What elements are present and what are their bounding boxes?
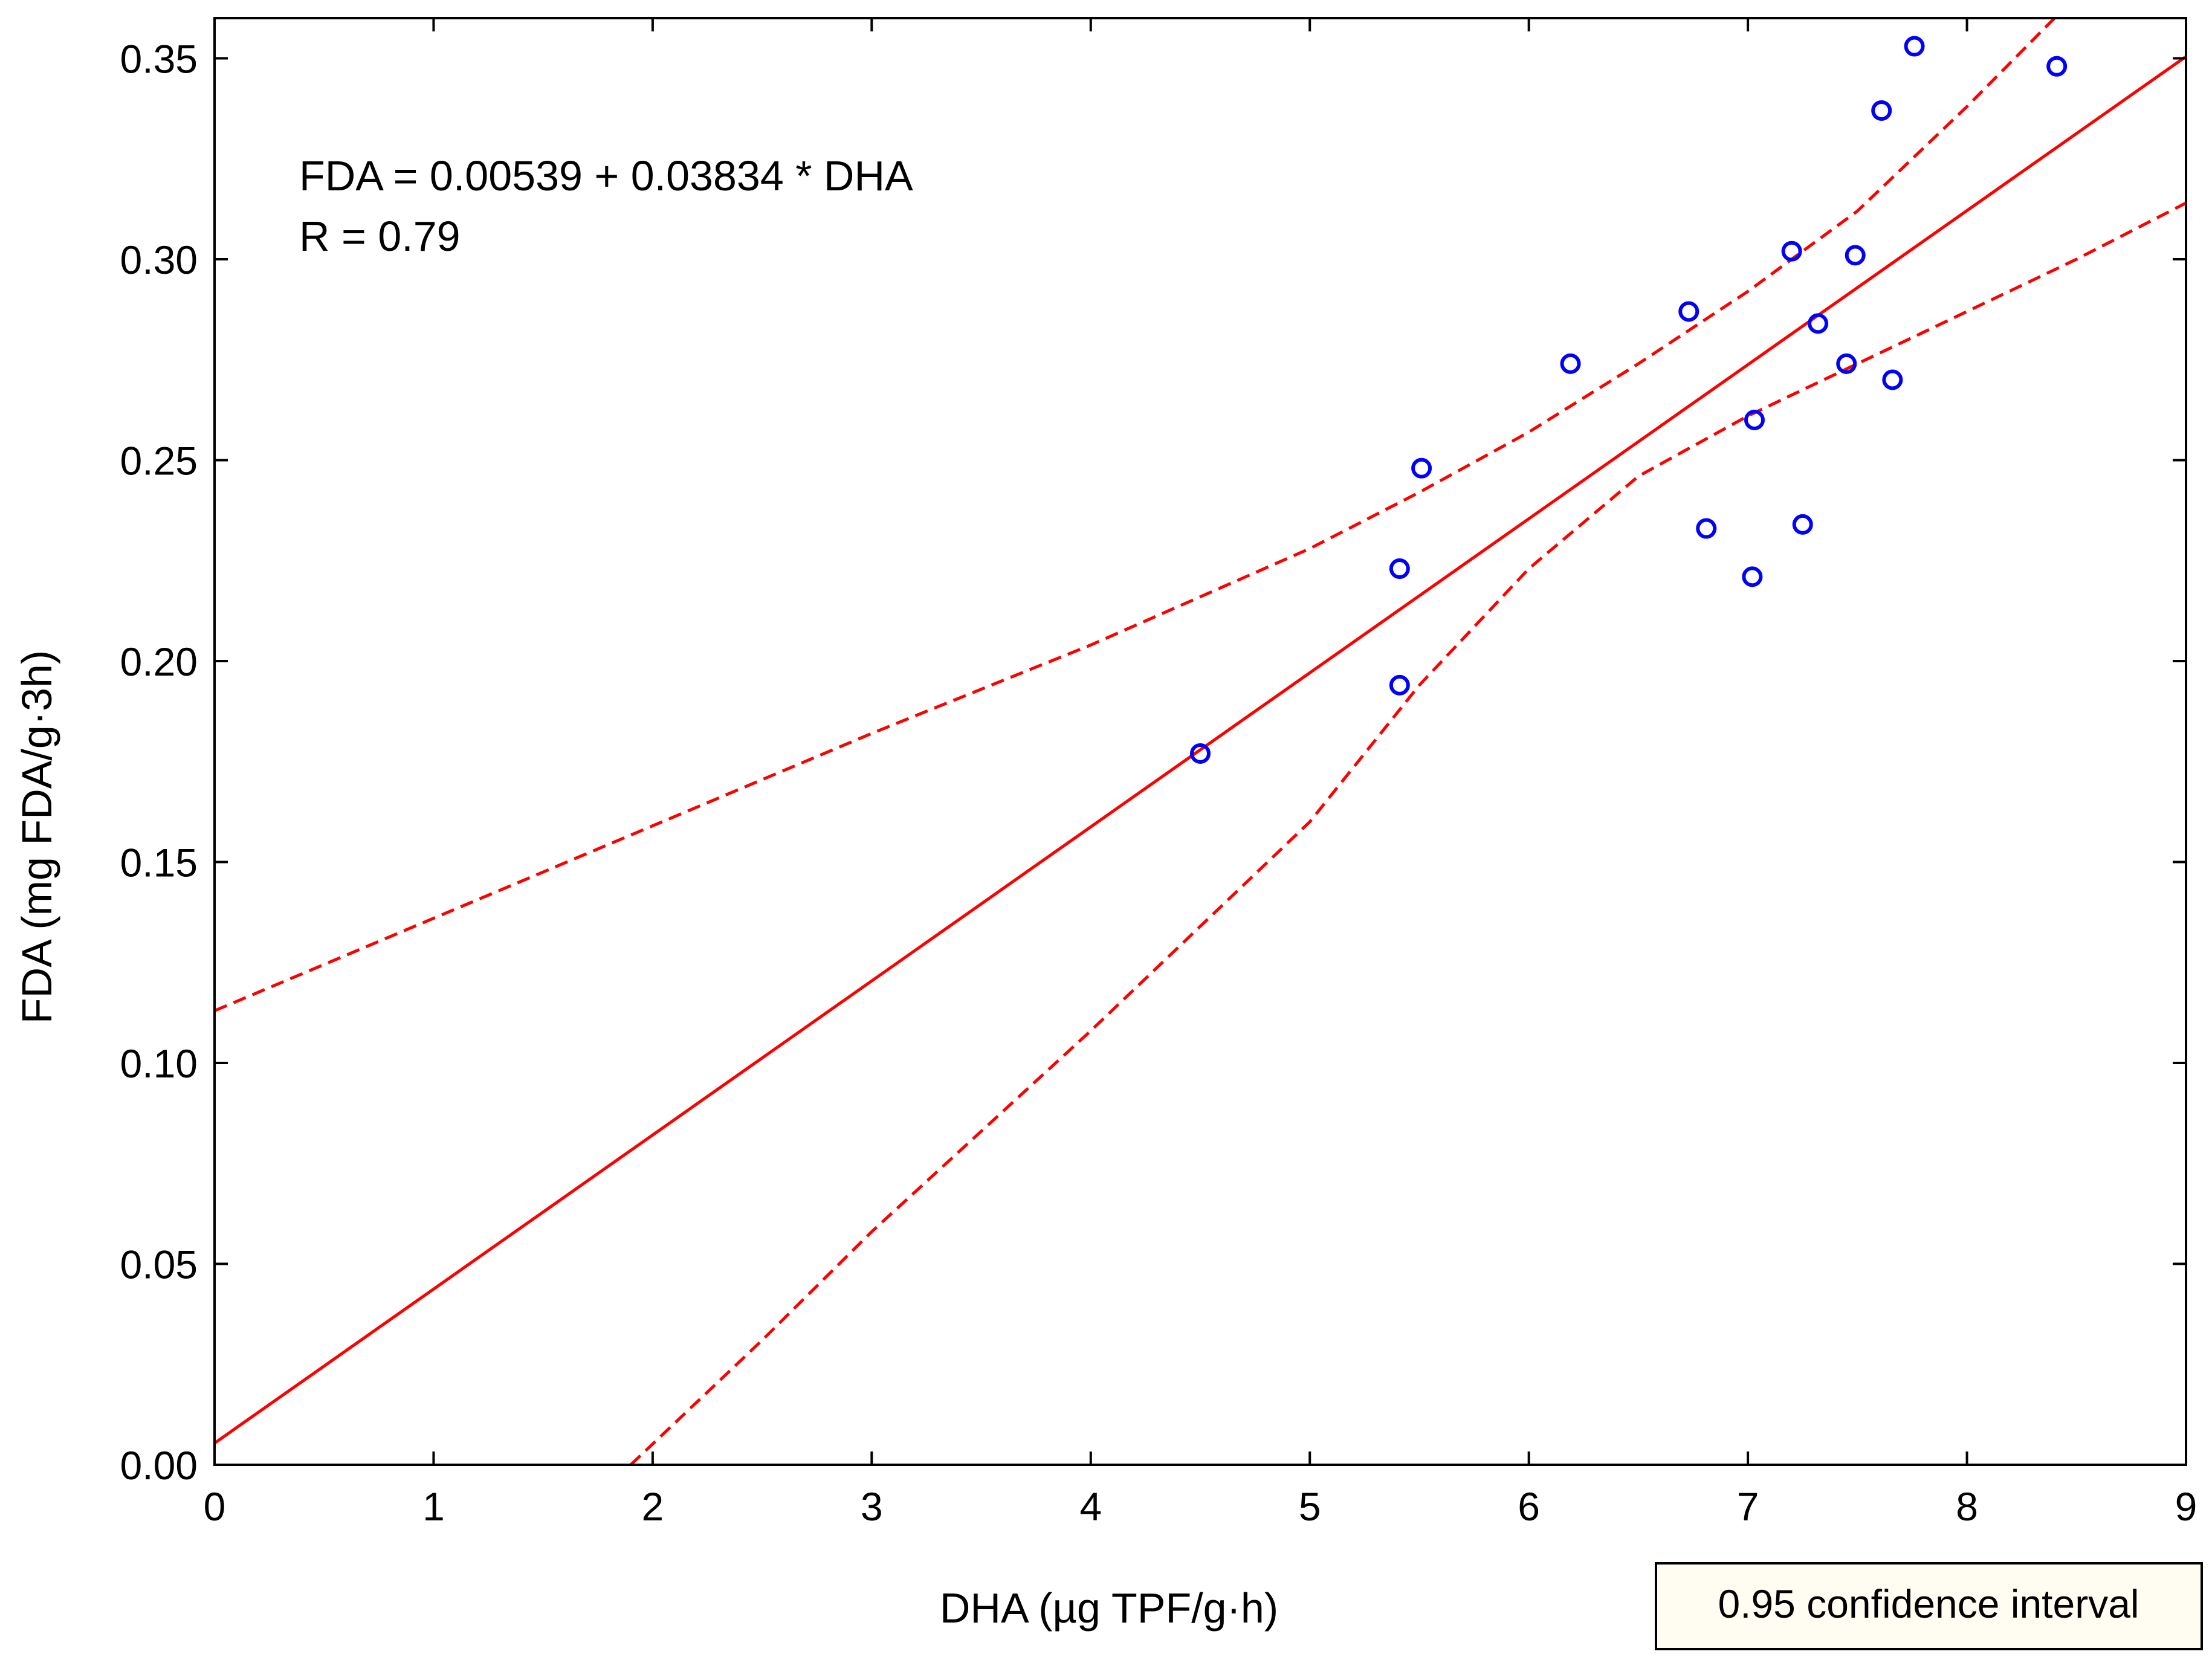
x-tick-label: 5 bbox=[1299, 1484, 1321, 1529]
data-point bbox=[1845, 245, 1866, 266]
data-point bbox=[1389, 674, 1410, 696]
data-point bbox=[1781, 241, 1802, 262]
data-point bbox=[1411, 457, 1432, 479]
x-axis-ticks: 0 1 2 3 4 5 6 7 8 9 bbox=[204, 18, 2197, 1529]
data-point bbox=[1904, 36, 1925, 57]
y-tick-label: 0.35 bbox=[120, 37, 198, 82]
data-point bbox=[1792, 514, 1813, 535]
x-tick-label: 9 bbox=[2175, 1484, 2197, 1529]
y-tick-label: 0.30 bbox=[120, 237, 198, 282]
data-point bbox=[1808, 313, 1829, 334]
correlation-coefficient: R = 0.79 bbox=[299, 213, 461, 260]
x-tick-label: 0 bbox=[204, 1484, 226, 1529]
regression-line bbox=[215, 55, 2186, 1445]
y-axis-ticks: 0.00 0.05 0.10 0.15 0.20 0.25 0.30 0.35 bbox=[120, 37, 2186, 1488]
y-tick-label: 0.15 bbox=[120, 841, 198, 885]
y-tick-label: 0.25 bbox=[120, 439, 198, 483]
data-points-layer bbox=[1190, 36, 2068, 764]
y-tick-label: 0.05 bbox=[120, 1242, 198, 1287]
lower-confidence-band bbox=[629, 201, 2186, 1465]
confidence-band-layer bbox=[215, 18, 2186, 1465]
data-point bbox=[1836, 353, 1857, 374]
x-tick-label: 3 bbox=[861, 1484, 883, 1529]
upper-confidence-band bbox=[215, 18, 2056, 1012]
x-tick-label: 8 bbox=[1956, 1484, 1978, 1529]
data-point bbox=[1742, 566, 1763, 587]
data-point bbox=[1696, 518, 1717, 539]
data-point bbox=[1560, 353, 1581, 374]
y-tick-label: 0.20 bbox=[120, 639, 198, 684]
data-point bbox=[2046, 56, 2068, 77]
regression-layer bbox=[215, 55, 2186, 1445]
y-axis-title: FDA (mg FDA/g·3h) bbox=[13, 650, 60, 1024]
plot-frame bbox=[213, 17, 2187, 1466]
data-point bbox=[1871, 100, 1892, 121]
data-point bbox=[1389, 558, 1410, 580]
x-tick-label: 7 bbox=[1737, 1484, 1759, 1529]
data-point bbox=[1882, 369, 1903, 390]
legend-box bbox=[1655, 1562, 2203, 1650]
x-tick-label: 2 bbox=[642, 1484, 664, 1529]
y-tick-label: 0.10 bbox=[120, 1041, 198, 1086]
legend: 0.95 confidence interval bbox=[1655, 1562, 2203, 1650]
data-point bbox=[1678, 301, 1699, 322]
x-axis-title: DHA (µg TPF/g·h) bbox=[940, 1584, 1278, 1632]
regression-equation: FDA = 0.00539 + 0.03834 * DHA bbox=[299, 152, 913, 199]
x-tick-label: 1 bbox=[422, 1484, 445, 1529]
data-point bbox=[1190, 743, 1211, 764]
x-tick-label: 4 bbox=[1079, 1484, 1102, 1529]
data-point bbox=[1744, 410, 1765, 430]
y-tick-label: 0.00 bbox=[120, 1443, 198, 1488]
legend-label: 0.95 confidence interval bbox=[1718, 1581, 2139, 1626]
x-tick-label: 6 bbox=[1518, 1484, 1540, 1529]
